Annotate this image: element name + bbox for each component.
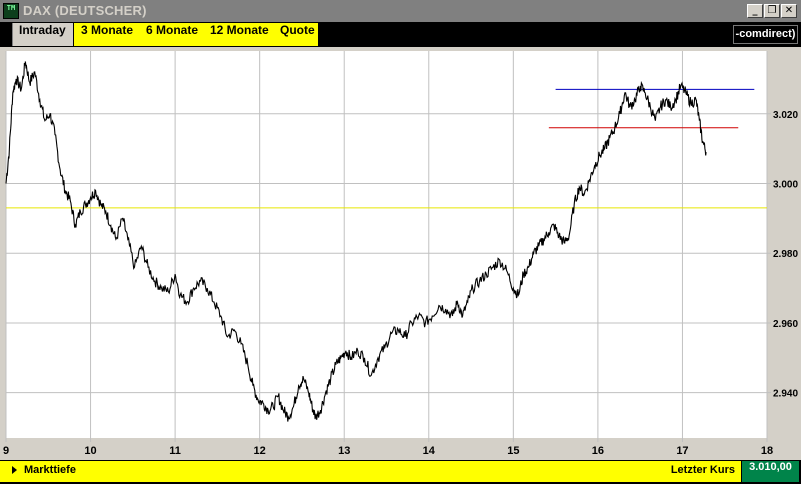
intraday-chart: 2.940 2.960 2.980 3.000 3.020 9 10 11 12 13 14 15 1… [0,47,801,460]
tab-6-monate[interactable]: 6 Monate [146,23,199,37]
restore-button[interactable]: ❐ [764,4,780,18]
tab-strip: Intraday 3 Monate 6 Monate 12 Monate Quo… [12,23,318,46]
plot-area [6,51,767,438]
expand-arrow-icon[interactable] [12,466,17,474]
tab-intraday[interactable]: Intraday [12,23,74,46]
minimize-button[interactable]: _ [747,4,763,18]
x-tick-label: 13 [338,445,350,457]
x-tick-label: 9 [3,445,9,457]
x-tick-label: 15 [507,445,519,457]
grid [5,51,771,442]
x-tick-label: 12 [254,445,266,457]
bottom-strip: Markttiefe Letzter Kurs [0,461,741,482]
comdirect-logo: -comdirect) [733,25,798,44]
x-tick-label: 16 [592,445,604,457]
y-tick-label: 2.980 [773,249,798,260]
letzter-kurs-label: Letzter Kurs [670,464,735,476]
window-title: DAX (DEUTSCHER) [23,3,147,18]
tab-12-monate[interactable]: 12 Monate [210,23,269,37]
y-tick-label: 3.020 [773,110,798,121]
markttiefe-link[interactable]: Markttiefe [24,464,76,476]
y-axis: 2.940 2.960 2.980 3.000 3.020 [773,110,798,400]
price-series [5,61,707,422]
x-tick-label: 18 [761,445,773,457]
close-button[interactable]: ✕ [781,4,797,18]
y-tick-label: 3.000 [773,179,798,190]
title-bar: TM DAX (DEUTSCHER) _ ❐ ✕ [0,0,801,22]
tab-3-monate[interactable]: 3 Monate [81,23,134,37]
x-tick-label: 17 [676,445,688,457]
reference-lines [6,88,767,209]
app-icon: TM [3,3,19,19]
y-tick-label: 2.940 [773,389,798,400]
x-tick-label: 11 [169,445,181,457]
tab-quote[interactable]: Quote [280,23,315,37]
bottom-bar: Markttiefe Letzter Kurs 3.010,00 [0,460,801,484]
x-tick-label: 14 [423,445,436,457]
last-price-value: 3.010,00 [742,461,799,482]
y-tick-label: 2.960 [773,319,798,330]
price-line [5,61,707,422]
tab-bar: Intraday 3 Monate 6 Monate 12 Monate Quo… [0,22,801,47]
x-axis: 9 10 11 12 13 14 15 16 17 18 [3,445,773,457]
x-tick-label: 10 [84,445,96,457]
